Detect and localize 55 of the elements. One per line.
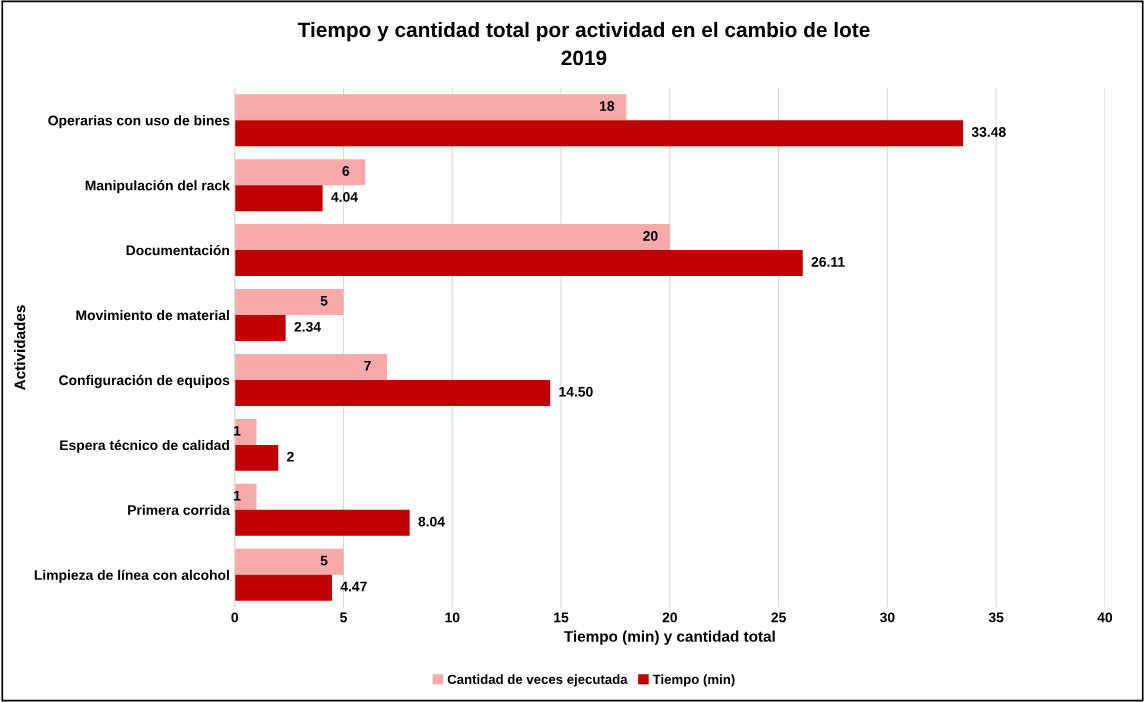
bar	[234, 353, 388, 380]
y-tick-label: Espera técnico de calidad	[60, 439, 229, 453]
x-tick-label: 30	[879, 612, 895, 623]
bar	[234, 315, 286, 341]
bar	[234, 94, 627, 121]
y-tick-label: Manipulación del rack	[85, 180, 230, 194]
data-label: 4.04	[331, 192, 358, 202]
data-label: 2.34	[294, 321, 321, 332]
y-axis-title: Actividades	[14, 305, 26, 390]
x-tick-label: 15	[554, 612, 569, 623]
bar	[234, 418, 257, 445]
legend-label: Tiempo (min)	[652, 674, 735, 687]
data-label: 20	[643, 230, 658, 241]
bar	[234, 379, 551, 406]
legend-label: Cantidad de veces ejecutada	[447, 674, 628, 687]
data-label: 26.11	[811, 256, 845, 267]
y-tick-label: Documentación	[126, 244, 230, 256]
bar	[234, 289, 344, 316]
y-tick-label: Movimiento de material	[76, 309, 229, 321]
data-label: 2	[287, 451, 294, 462]
bar	[234, 483, 257, 510]
x-tick-label: 5	[340, 612, 347, 623]
data-label: 33.48	[971, 127, 1006, 137]
y-tick-label: Operarias con uso de bines	[48, 115, 230, 129]
y-tick-label: Limpieza de línea con alcohol	[34, 569, 229, 583]
data-label: 4.47	[340, 581, 367, 592]
data-label: 14.50	[559, 386, 593, 397]
bar	[234, 159, 366, 186]
bar	[234, 444, 279, 471]
chart-title: Tiempo y cantidad total por actividad en el cambio de lote	[297, 21, 870, 42]
y-tick-label: Configuración de equipos	[59, 374, 230, 388]
y-tick-label: Primera corrida	[128, 504, 230, 515]
x-tick-label: 35	[988, 612, 1004, 623]
x-tick-label: 25	[771, 612, 786, 623]
bar	[234, 548, 344, 575]
data-label: 6	[342, 166, 350, 176]
x-axis-title: Tiempo (min) y cantidad total	[564, 630, 775, 645]
bar	[234, 509, 410, 536]
bar	[234, 574, 332, 601]
bar	[234, 120, 964, 147]
x-tick-label: 20	[662, 612, 677, 623]
x-tick-label: 40	[1097, 612, 1113, 623]
data-label: 1	[234, 490, 241, 501]
x-tick-label: 0	[231, 612, 239, 623]
data-label: 8.04	[418, 516, 445, 527]
x-tick-label: 10	[445, 612, 460, 623]
chart-subtitle: 2019	[561, 50, 607, 66]
data-label: 5	[320, 555, 328, 566]
data-label: 7	[364, 361, 371, 371]
data-label: 1	[234, 425, 241, 436]
data-label: 5	[320, 296, 328, 306]
bar	[234, 250, 803, 277]
bar	[234, 185, 323, 212]
data-label: 18	[600, 101, 615, 111]
bar	[234, 224, 670, 251]
